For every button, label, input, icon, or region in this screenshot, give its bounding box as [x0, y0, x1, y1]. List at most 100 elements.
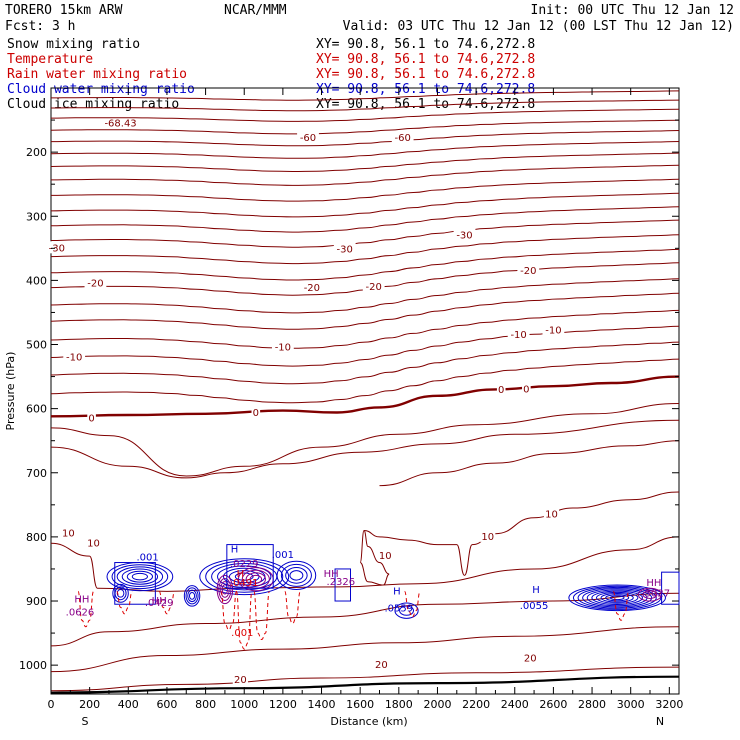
isotherm-label: -20	[87, 279, 103, 290]
isotherm-line	[50, 192, 680, 218]
contour-labels: -60 -60 -30 -30 -30 -20 -20 -20 -20 -10 -10 -10 -10 0…	[45, 118, 670, 686]
y-tick-label: 200	[26, 146, 47, 159]
isotherm-label-bg	[522, 382, 531, 395]
isotherm-label: -30	[49, 243, 65, 254]
isotherm-line	[50, 292, 680, 330]
isotherm-label: -10	[545, 325, 561, 336]
cloud-ice-contour	[220, 581, 230, 598]
isotherm-line	[50, 152, 680, 173]
x-end-label-south: S	[82, 715, 89, 728]
isotherm-label: 0	[498, 385, 504, 396]
y-tick-label: 500	[26, 339, 47, 352]
isotherm-line	[50, 666, 680, 692]
y-tick-label: 400	[26, 274, 47, 287]
isotherm-zero	[50, 375, 680, 418]
isotherm-label-bg	[373, 658, 390, 671]
cloud-ice-contour	[221, 584, 228, 595]
isotherm-label: 10	[545, 509, 558, 520]
rain-water-contour	[158, 590, 176, 615]
isotherm-label-bg	[232, 672, 248, 685]
rain-water-contour	[77, 590, 94, 628]
x-tick-label: 800	[195, 698, 216, 711]
field-label-snow: Snow mixing ratio	[7, 37, 140, 52]
x-tick-label: 2200	[462, 698, 490, 711]
isotherm-line	[50, 309, 680, 349]
isotherm-label: 0	[88, 413, 94, 424]
isotherm-line	[50, 403, 680, 477]
plot-frame	[50, 87, 680, 695]
isotherm-label-bg	[60, 526, 76, 539]
cloud-water-contour	[394, 602, 419, 619]
extremum-label: .0055	[520, 601, 549, 612]
cloud-water-contour	[185, 587, 199, 605]
field-legend: Snow mixing ratio XY= 90.8, 56.1 to 74.6…	[7, 37, 535, 112]
cloud-water-contour	[116, 588, 125, 598]
x-tick-label: 1600	[346, 698, 374, 711]
extremum-label: .001	[136, 552, 158, 563]
extremum-label: .0491	[230, 578, 259, 589]
x-tick-label: 2000	[423, 698, 451, 711]
cloud-water-contour	[112, 583, 129, 603]
extremum-label: .0229	[230, 559, 259, 570]
x-end-label-north: N	[656, 715, 664, 728]
x-tick-label: 1800	[385, 698, 413, 711]
field-xy-cloud-water: XY= 90.8, 56.1 to 74.6,272.8	[316, 82, 535, 97]
cloud-water-contour	[205, 560, 284, 593]
extremum-label: .0429	[145, 598, 174, 609]
field-label-rain: Rain water mixing ratio	[7, 67, 187, 82]
isotherm-label: -60	[300, 133, 316, 144]
field-xy-rain: XY= 90.8, 56.1 to 74.6,272.8	[316, 67, 535, 82]
cloud-ice-contour	[642, 590, 658, 599]
isotherm-label: -10	[510, 330, 526, 341]
x-tick-label: 3000	[617, 698, 645, 711]
isotherm-line	[50, 99, 680, 112]
isotherm-line	[50, 119, 680, 135]
isotherm-label-bg	[507, 327, 530, 340]
extremum-label: HH	[74, 595, 89, 606]
isotherm-line	[363, 491, 680, 576]
extremum-label: .0559	[384, 604, 413, 615]
cloud-water-contour	[121, 568, 159, 585]
isotherm-label: 10	[379, 551, 392, 562]
field-label-cloud-water: Cloud water mixing ratio	[7, 82, 195, 97]
isotherm-label: 20	[375, 660, 388, 671]
isotherm-label-bg	[542, 323, 565, 336]
isotherm-line	[50, 278, 680, 314]
y-tick-label: 300	[26, 210, 47, 223]
extremum-label: HH	[646, 578, 661, 589]
y-tick-label: 900	[26, 595, 47, 608]
isotherm-label-bg	[85, 536, 102, 549]
isotherm-label: 0	[253, 408, 259, 419]
field-label-cloud-ice: Cloud ice mixing ratio	[7, 97, 179, 112]
isotherm-label-bg	[453, 228, 476, 241]
isotherm-label: 10	[62, 529, 75, 540]
cloud-water-contour	[131, 572, 148, 581]
isotherm-label-bg	[362, 279, 385, 292]
isotherm-label-bg	[297, 131, 319, 144]
isotherm-label: 20	[524, 654, 537, 665]
extremum-label: .0626	[66, 608, 95, 619]
extremum-label: H	[532, 585, 540, 596]
contour-layer	[50, 90, 680, 694]
isotherm-line	[50, 419, 680, 479]
field-xy-cloud-ice: XY= 90.8, 56.1 to 74.6,272.8	[316, 97, 535, 112]
y-tick-label: 700	[26, 467, 47, 480]
ground-line	[50, 675, 680, 694]
cloud-water-contour	[582, 588, 653, 608]
isotherm-label-bg	[377, 549, 393, 562]
x-tick-label: 0	[48, 698, 55, 711]
isotherm-label-bg	[251, 406, 261, 419]
field-xy-temperature: XY= 90.8, 56.1 to 74.6,272.8	[316, 52, 535, 67]
isotherm-label-bg	[300, 281, 323, 294]
x-tick-label: 2600	[539, 698, 567, 711]
isotherm-line	[50, 592, 680, 647]
isotherm-label-bg	[271, 340, 294, 353]
cloud-water-contour	[572, 585, 662, 610]
y-tick-label: 800	[26, 531, 47, 544]
extremum-label: -68.43	[104, 118, 136, 129]
cloud-water-contour	[609, 595, 625, 601]
rain-water-contour	[236, 590, 253, 650]
forecast-hour: Fcst: 3 h	[5, 19, 75, 34]
center-title: NCAR/MMM	[224, 3, 287, 18]
